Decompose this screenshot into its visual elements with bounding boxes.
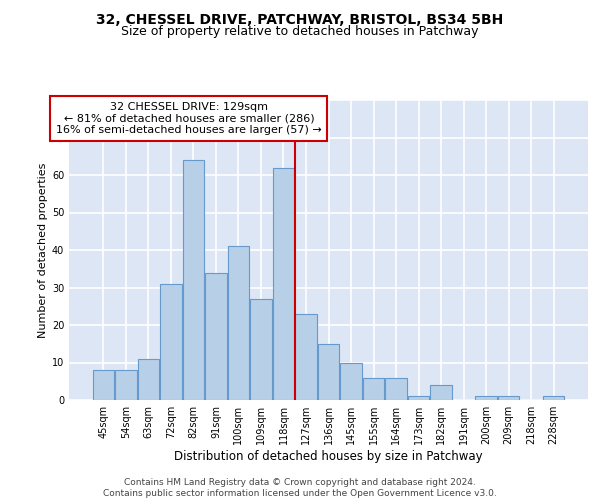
X-axis label: Distribution of detached houses by size in Patchway: Distribution of detached houses by size … bbox=[174, 450, 483, 463]
Text: Contains HM Land Registry data © Crown copyright and database right 2024.
Contai: Contains HM Land Registry data © Crown c… bbox=[103, 478, 497, 498]
Bar bbox=[160, 284, 182, 400]
Bar bbox=[137, 359, 159, 400]
Bar bbox=[295, 314, 317, 400]
Bar bbox=[385, 378, 407, 400]
Bar bbox=[250, 298, 272, 400]
Bar bbox=[498, 396, 520, 400]
Bar bbox=[408, 396, 429, 400]
Bar bbox=[182, 160, 204, 400]
Bar bbox=[273, 168, 294, 400]
Bar bbox=[363, 378, 384, 400]
Bar bbox=[318, 344, 339, 400]
Bar bbox=[543, 396, 565, 400]
Bar bbox=[115, 370, 137, 400]
Bar bbox=[205, 272, 227, 400]
Bar bbox=[340, 362, 362, 400]
Text: Size of property relative to detached houses in Patchway: Size of property relative to detached ho… bbox=[121, 25, 479, 38]
Bar bbox=[92, 370, 114, 400]
Bar bbox=[228, 246, 249, 400]
Y-axis label: Number of detached properties: Number of detached properties bbox=[38, 162, 47, 338]
Text: 32, CHESSEL DRIVE, PATCHWAY, BRISTOL, BS34 5BH: 32, CHESSEL DRIVE, PATCHWAY, BRISTOL, BS… bbox=[97, 12, 503, 26]
Bar bbox=[475, 396, 497, 400]
Bar bbox=[430, 385, 452, 400]
Text: 32 CHESSEL DRIVE: 129sqm
← 81% of detached houses are smaller (286)
16% of semi-: 32 CHESSEL DRIVE: 129sqm ← 81% of detach… bbox=[56, 102, 322, 135]
